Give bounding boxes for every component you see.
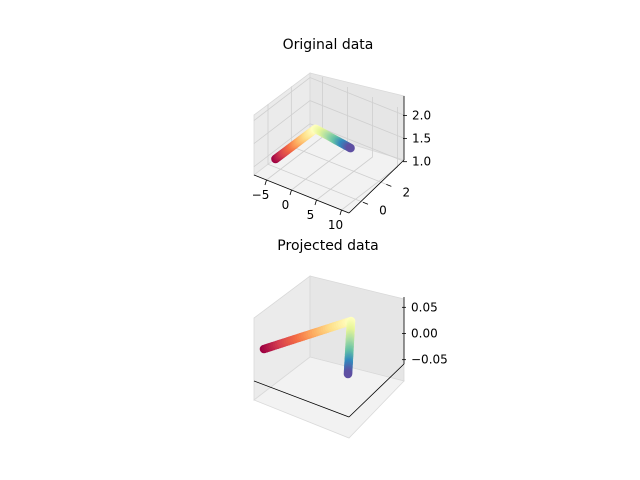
z-tick-label-1: 1.5 <box>412 132 431 146</box>
y-axis-line <box>348 159 405 214</box>
z-tick-label-0: 1.0 <box>412 155 431 169</box>
z-tick-label-0: 0.05 <box>411 300 438 314</box>
original-data-plot: −5 0 5 10 0 2 1.0 1.5 2.0 Original data <box>252 37 431 232</box>
grid-line-z-1 <box>253 100 406 144</box>
front-floor-edge <box>253 380 350 418</box>
projected-data-plot: 0.05 0.00 −0.05 Projected data <box>253 238 448 439</box>
x-tick-label-1: 0 <box>282 198 290 212</box>
y-tick-1 <box>386 183 392 187</box>
original-ticks: −5 0 5 10 0 2 1.0 1.5 2.0 <box>252 109 431 232</box>
x-tick-label-0: −5 <box>252 188 270 202</box>
z-tick-label-2: −0.05 <box>411 353 448 367</box>
chart-title-projected: Projected data <box>277 238 378 254</box>
grid-line-z-2 <box>253 77 406 121</box>
x-tick-2 <box>314 199 317 206</box>
x-axis-line <box>253 174 350 214</box>
x-tick-label-3: 10 <box>328 218 343 232</box>
z-tick-label-1: 0.00 <box>411 327 438 341</box>
chart-title-original: Original data <box>283 37 374 53</box>
y-tick-0 <box>362 201 369 205</box>
x-tick-0 <box>264 179 267 186</box>
grid-line-x-3 <box>341 107 398 211</box>
y-tick-label-0: 0 <box>379 203 387 217</box>
x-tick-1 <box>289 189 292 196</box>
grid-line-y-0 <box>267 104 364 203</box>
x-tick-3 <box>339 209 342 216</box>
original-data-series <box>271 124 355 164</box>
floor-pane <box>253 356 405 439</box>
projected-data-series <box>259 316 356 379</box>
data-point <box>343 369 353 379</box>
grid-line-x-2 <box>316 97 373 201</box>
x-tick-label-2: 5 <box>307 208 315 222</box>
right-floor-edge <box>348 363 405 418</box>
grid-line-z-0 <box>253 123 406 168</box>
data-point <box>346 143 355 153</box>
y-tick-label-1: 2 <box>403 185 411 199</box>
z-tick-label-2: 2.0 <box>412 109 431 123</box>
projected-ticks: 0.05 0.00 −0.05 <box>402 300 448 367</box>
